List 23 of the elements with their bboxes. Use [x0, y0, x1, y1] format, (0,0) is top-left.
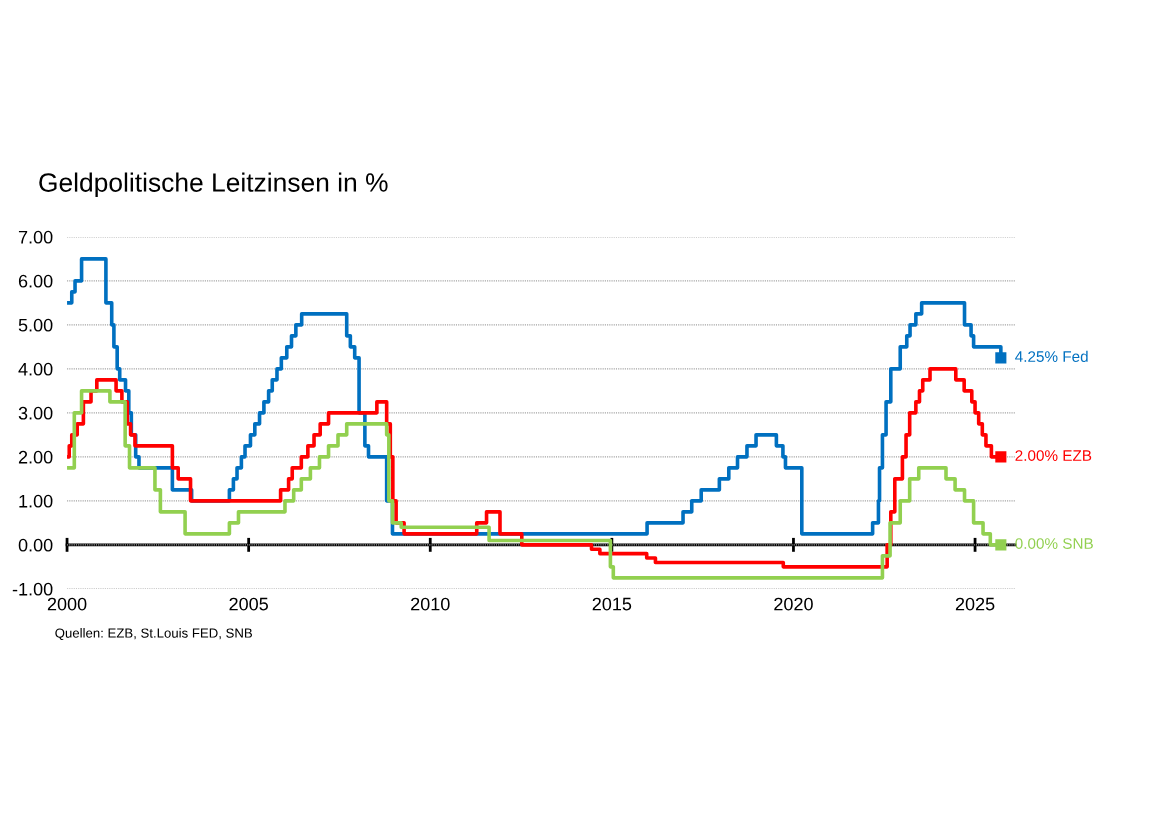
x-tick-label: 2025 — [955, 597, 995, 611]
point — [995, 352, 1007, 364]
y-tick-label: 7.00 — [18, 230, 53, 244]
series-label: 0.00% SNB — [1015, 538, 1093, 549]
chart-title: Geldpolitische Leitzinsen in % — [39, 172, 388, 198]
x-tick-label: 2000 — [47, 597, 87, 611]
x-tick-label: 2015 — [592, 597, 632, 611]
y-tick-label: 5.00 — [18, 318, 53, 332]
point — [995, 539, 1007, 551]
series-label: 2.00% EZB — [1015, 450, 1092, 461]
y-tick-label: 1.00 — [19, 494, 53, 508]
y-tick-label: 4.00 — [18, 362, 53, 376]
y-tick-label: 2.00 — [18, 450, 53, 464]
source-note: Quellen: EZB, St.Louis FED, SNB — [55, 628, 253, 641]
y-tick-label: 3.00 — [18, 406, 53, 420]
x-tick-label: 2010 — [411, 597, 450, 611]
x-tick-label: 2005 — [229, 597, 268, 611]
y-tick-label: -1.00 — [12, 582, 53, 596]
y-tick-label: 6.00 — [18, 274, 53, 288]
point — [995, 451, 1007, 463]
series-label: 4.25% Fed — [1015, 350, 1088, 362]
y-tick-label: 0.00 — [18, 538, 53, 552]
x-tick-label: 2020 — [774, 597, 813, 611]
